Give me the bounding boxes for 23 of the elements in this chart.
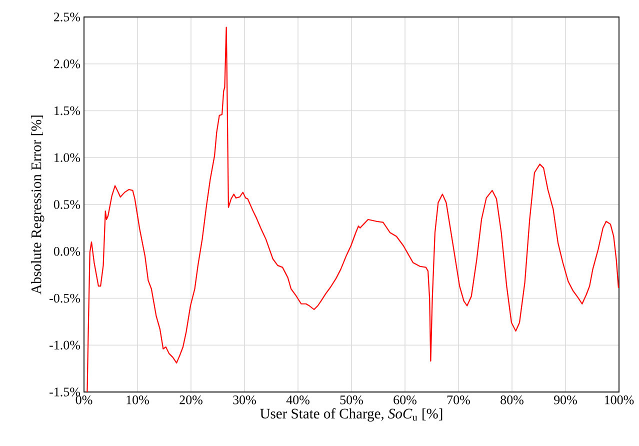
x-tick-label: 90% [554,396,577,404]
y-tick-label: -1.5% [50,388,80,396]
y-tick-label: 2.5% [54,12,80,22]
y-tick-label: 0.0% [54,246,80,256]
x-tick-label: 0% [76,396,92,404]
x-tick-label: 30% [233,396,256,404]
y-tick-label: -1.0% [50,340,80,350]
x-tick-label: 80% [500,396,524,404]
y-tick-label: -0.5% [50,294,80,303]
x-axis-title: User State of Charge, SoC$_{u}$ [%] [260,408,442,422]
x-tick-label: 10% [126,396,149,404]
x-tick-label: 60% [394,396,416,404]
y-tick-label: 1.5% [54,106,80,116]
x-tick-label: 50% [340,396,363,404]
line-series [86,26,620,392]
x-tick-label: 40% [286,396,310,404]
y-axis-title: Absolute Regression Error [%] [31,116,44,294]
x-tick-label: 20% [180,396,202,404]
x-tick-label: 100% [604,396,634,404]
x-tick-label: 70% [447,396,470,404]
y-tick-label: 2.0% [54,59,80,68]
y-tick-label: 1.0% [54,153,80,162]
y-tick-label: 0.5% [54,200,80,209]
